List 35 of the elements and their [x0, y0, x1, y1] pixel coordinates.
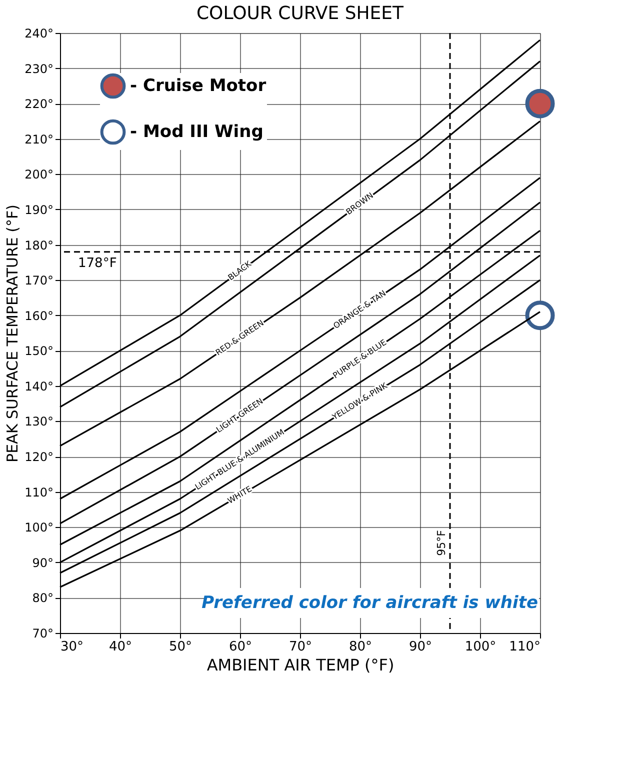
x-tick-label: 100°: [464, 640, 496, 654]
ref-line-label: 178°F: [78, 256, 117, 271]
y-tick-label: 110°: [24, 485, 54, 500]
y-tick-label: 180°: [24, 238, 54, 252]
legend-label: - Mod III Wing: [130, 122, 264, 142]
y-tick-label: 200°: [24, 168, 54, 182]
y-tick-label: 240°: [24, 26, 54, 40]
legend-label: - Cruise Motor: [130, 76, 267, 96]
x-tick-label: 70°: [288, 640, 312, 654]
y-tick-label: 230°: [24, 62, 54, 76]
x-tick-label: 110°: [509, 640, 540, 654]
y-tick-label: 130°: [24, 414, 54, 429]
y-tick-label: 140°: [24, 379, 54, 394]
y-tick-label: 210°: [24, 132, 54, 146]
y-tick-label: 120°: [24, 450, 54, 464]
y-tick-label: 90°: [32, 556, 54, 570]
y-tick-label: 160°: [24, 308, 54, 323]
y-tick-label: 190°: [24, 202, 54, 217]
x-tick-label: 50°: [168, 640, 192, 654]
y-axis-title: PEAK SURFACE TEMPERATURE (°F): [4, 204, 22, 462]
x-tick-label: 60°: [228, 640, 252, 654]
x-tick-label: 80°: [348, 640, 372, 654]
y-tick-label: 70°: [32, 626, 54, 640]
x-tick-label: 90°: [408, 640, 432, 654]
y-tick-label: 220°: [24, 97, 54, 112]
x-tick-label: 40°: [108, 640, 132, 654]
y-tick-label: 170°: [24, 274, 54, 288]
y-tick-label: 100°: [24, 520, 54, 535]
chart-title: COLOUR CURVE SHEET: [196, 3, 405, 24]
x-axis-title: AMBIENT AIR TEMP (°F): [206, 656, 394, 674]
ref-line-label: 95°F: [435, 530, 448, 556]
y-tick-label: 150°: [24, 344, 54, 358]
annotation: Preferred color for aircraft is white: [202, 593, 538, 613]
x-tick-label: 30°: [60, 640, 84, 654]
y-tick-label: 80°: [32, 591, 54, 606]
